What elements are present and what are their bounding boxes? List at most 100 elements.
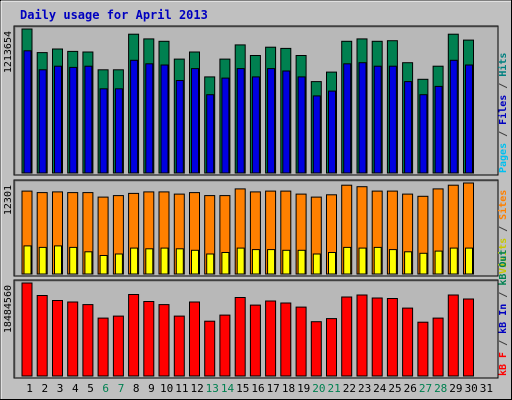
x-tick-label: 13 (206, 382, 219, 395)
bar-files-day-8 (130, 59, 139, 174)
panel-top: 1213654 Pages / Files / Hits (3, 25, 509, 176)
legend-entry: / (498, 125, 509, 143)
bar-visits-day-20 (312, 253, 321, 275)
bar-files-day-6 (99, 88, 108, 174)
x-tick-label: 30 (465, 382, 478, 395)
bar-files-day-12 (191, 68, 199, 174)
bar-visits-day-15 (236, 247, 245, 275)
bar-visits-day-6 (99, 255, 108, 275)
bar-files-day-30 (465, 64, 473, 174)
legend-entry: / (498, 286, 509, 304)
bar-kb-f-day-11 (173, 315, 185, 377)
bar-kb-f-day-6 (97, 317, 109, 377)
bar-files-day-25 (388, 65, 397, 174)
bar-files-day-22 (343, 63, 352, 174)
x-tick-label: 25 (388, 382, 401, 395)
bar-kb-f-day-15 (234, 297, 246, 377)
bar-kb-f-day-7 (112, 315, 124, 377)
panel-middle: 12301 Visits / Sites (3, 179, 509, 277)
bar-kb-f-day-26 (402, 307, 414, 377)
chart-title: Daily usage for April 2013 (20, 8, 208, 22)
x-tick-label: 1 (26, 382, 33, 395)
x-tick-label: 7 (118, 382, 125, 395)
bar-visits-day-27 (419, 252, 428, 275)
bar-kb-f-day-13 (204, 320, 216, 377)
bar-files-day-11 (175, 80, 184, 174)
bar-kb-f-day-19 (295, 306, 307, 377)
bar-visits-day-26 (404, 251, 413, 275)
bar-files-day-13 (206, 94, 215, 174)
bar-kb-f-day-17 (265, 300, 277, 377)
bar-files-day-29 (449, 59, 458, 174)
bar-files-day-10 (160, 64, 169, 174)
bar-kb-f-day-14 (219, 314, 231, 377)
legend-bottom: kB F / kB In / kB Out (498, 250, 509, 376)
x-tick-label: 12 (190, 382, 203, 395)
x-tick-label: 22 (343, 382, 356, 395)
bar-files-day-23 (358, 62, 367, 174)
bar-visits-day-30 (465, 247, 473, 275)
x-tick-label: 5 (87, 382, 94, 395)
panel-bottom: 18484560 kB F / kB In / kB Out (3, 250, 509, 379)
bar-visits-day-12 (191, 249, 199, 275)
y-max-label: 12301 (3, 185, 14, 215)
bar-visits-day-3 (54, 245, 62, 275)
x-tick-label: 28 (434, 382, 447, 395)
legend-entry: Files (497, 95, 509, 125)
bar-visits-day-10 (160, 247, 169, 275)
bar-files-day-20 (312, 95, 321, 174)
bar-visits-day-9 (145, 248, 154, 275)
bar-visits-day-21 (328, 252, 336, 275)
bar-visits-day-2 (38, 246, 47, 275)
bar-visits-day-22 (343, 246, 352, 275)
x-tick-label: 15 (236, 382, 249, 395)
series-visits (23, 245, 473, 275)
bar-kb-f-day-1 (21, 282, 33, 377)
bar-visits-day-11 (175, 248, 184, 275)
x-tick-label: 29 (449, 382, 462, 395)
bar-kb-f-day-21 (326, 318, 337, 377)
bar-kb-f-day-5 (82, 304, 94, 377)
bar-visits-day-18 (282, 249, 291, 275)
legend-entry: Hits (497, 53, 509, 77)
bar-files-day-9 (145, 63, 154, 174)
bar-files-day-21 (328, 90, 336, 174)
series-files (23, 50, 473, 174)
bar-files-day-7 (114, 88, 123, 174)
bar-files-day-14 (221, 77, 230, 174)
series-kb-f (21, 282, 474, 377)
bar-files-day-19 (297, 76, 306, 174)
bar-files-day-5 (84, 65, 93, 174)
bar-files-day-17 (267, 68, 276, 174)
bar-files-day-16 (251, 76, 260, 174)
bar-files-day-15 (236, 68, 245, 174)
bar-visits-day-8 (130, 247, 139, 275)
x-tick-label: 10 (160, 382, 173, 395)
bar-files-day-24 (373, 65, 382, 174)
x-tick-label: 23 (358, 382, 371, 395)
x-tick-label: 27 (419, 382, 432, 395)
y-max-label: 18484560 (3, 285, 14, 333)
x-tick-label: 11 (175, 382, 188, 395)
x-tick-label: 9 (148, 382, 155, 395)
bar-kb-f-day-8 (128, 294, 140, 377)
bar-files-day-27 (419, 94, 428, 174)
x-tick-label: 14 (221, 382, 235, 395)
x-tick-label: 6 (102, 382, 109, 395)
x-tick-label: 18 (282, 382, 295, 395)
bar-kb-f-day-3 (52, 300, 63, 377)
legend-entry: Sites (497, 190, 509, 220)
bar-visits-day-7 (114, 253, 123, 275)
bar-visits-day-29 (449, 247, 458, 275)
bar-files-day-4 (69, 66, 78, 174)
bar-files-day-26 (404, 81, 413, 174)
x-tick-label: 26 (404, 382, 417, 395)
x-tick-label: 21 (327, 382, 340, 395)
bar-kb-f-day-20 (310, 321, 322, 377)
x-tick-label: 31 (480, 382, 493, 395)
bar-files-day-1 (23, 50, 32, 174)
legend-middle: Visits / Sites (497, 190, 509, 274)
legend-entry: kB F (498, 352, 509, 376)
bar-kb-f-day-2 (36, 295, 48, 377)
legend-entry: / (498, 77, 509, 95)
